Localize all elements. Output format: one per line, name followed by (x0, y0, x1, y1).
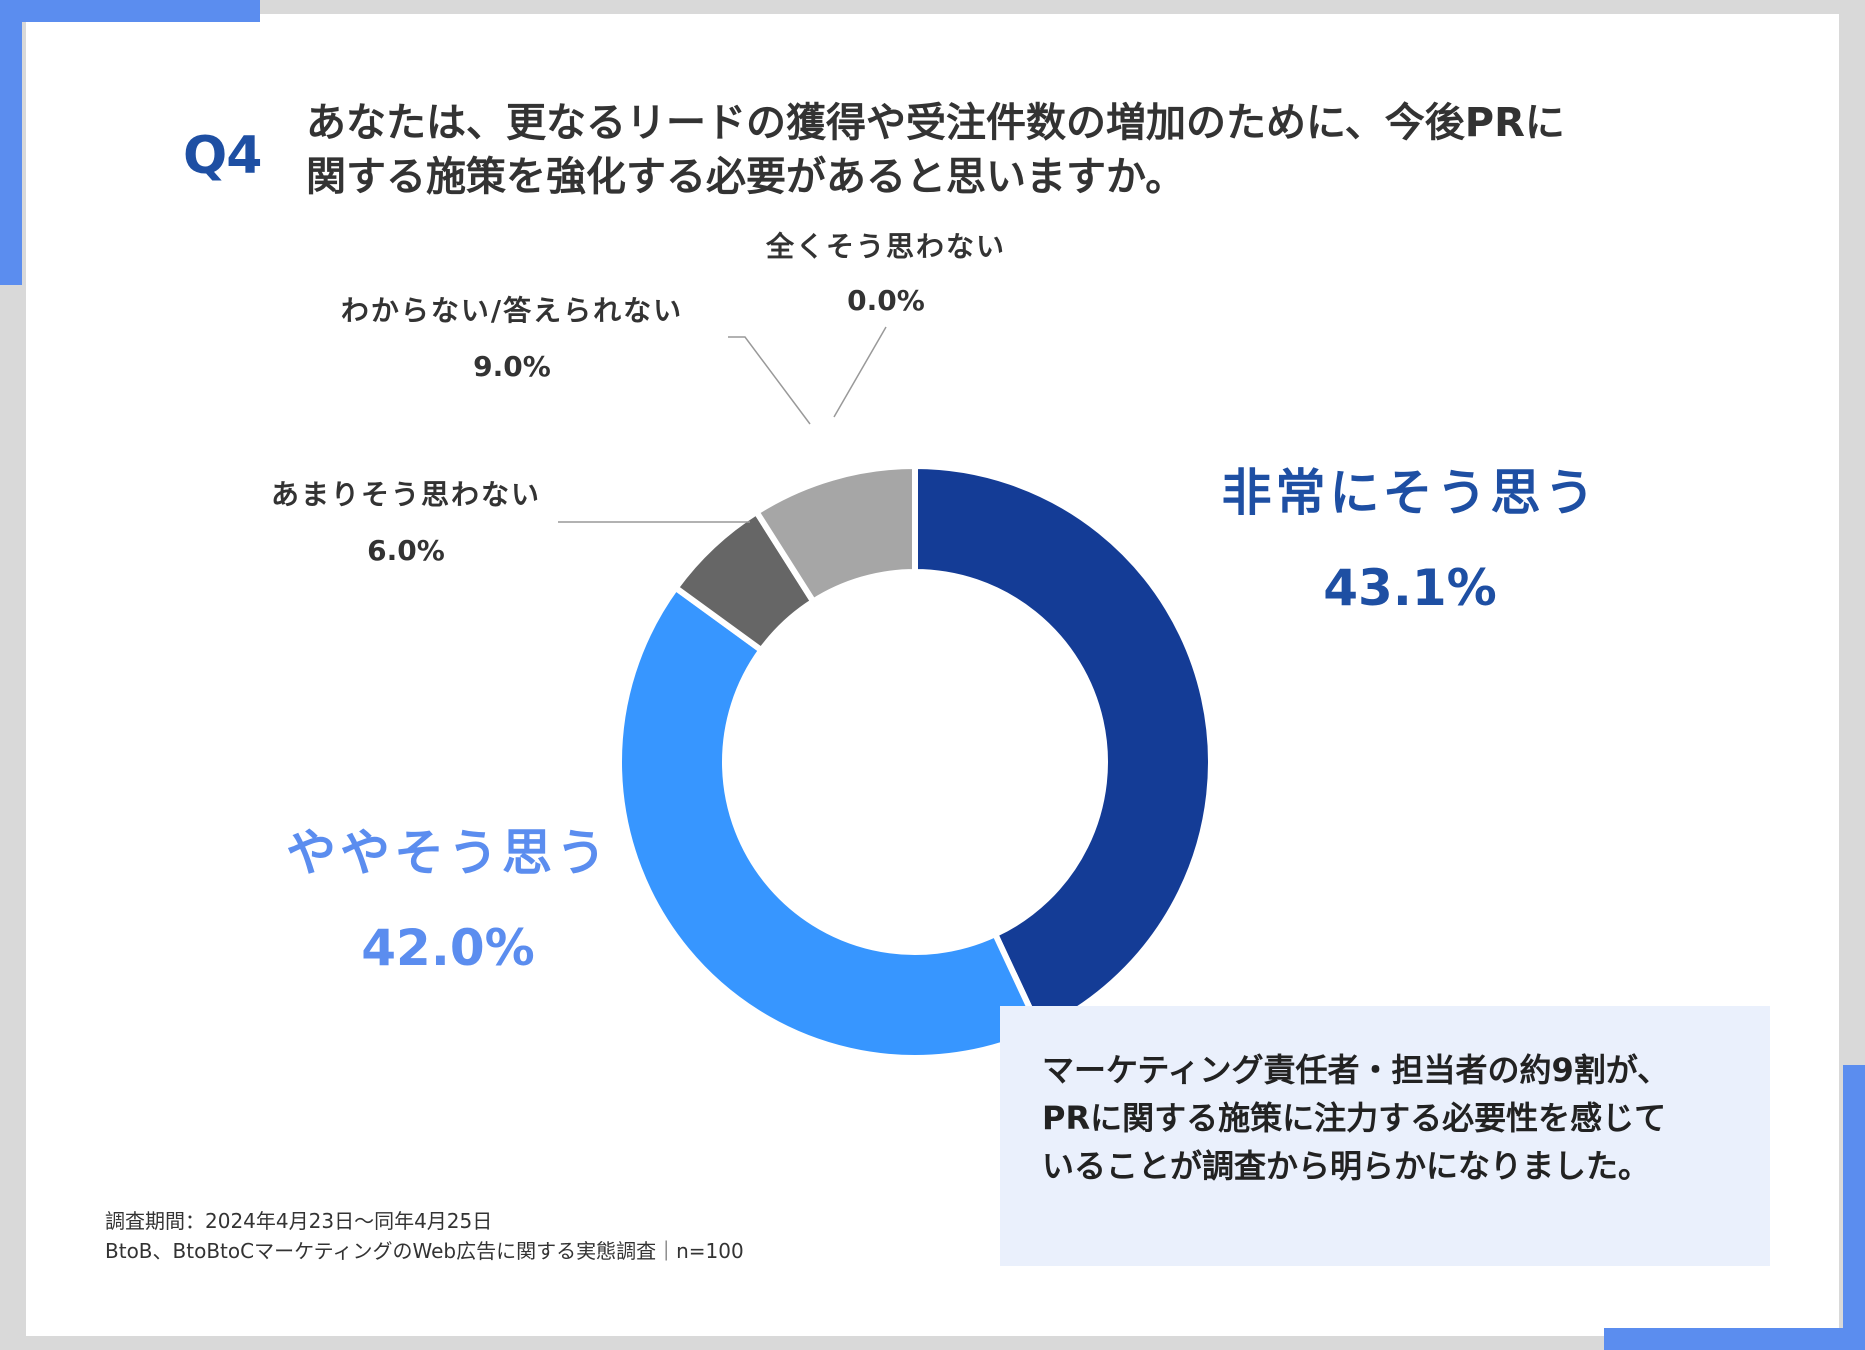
leader-lines (558, 326, 887, 523)
summary-line-1: マーケティング責任者・担当者の約9割が、 (1042, 1051, 1670, 1089)
leader-line-unknown (728, 336, 811, 425)
value-strongly-agree: 43.1% (1323, 559, 1496, 617)
label-strongly-disagree: 全くそう思わない (765, 230, 1006, 263)
slice-somewhat-agree (616, 583, 1045, 1061)
footnote: 調査期間：2024年4月23日～同年4月25日 BtoB、BtoBtoCマーケテ… (105, 1206, 744, 1266)
value-unknown: 9.0% (473, 350, 551, 383)
corner-accent-bottom-right-vertical (1843, 1065, 1865, 1350)
label-somewhat-agree: ややそう思う (286, 824, 610, 882)
slice-unknown (752, 462, 918, 606)
survey-period: 調査期間：2024年4月23日～同年4月25日 (105, 1209, 493, 1233)
chart-slices (616, 462, 1214, 1061)
summary-line-3: いることが調査から明らかになりました。 (1042, 1147, 1651, 1185)
leader-line-none (833, 326, 887, 418)
summary-line-2: PRに関する施策に注力する必要性を感じて (1042, 1099, 1667, 1137)
survey-description: BtoB、BtoBtoCマーケティングのWeb広告に関する実態調査｜n=100 (105, 1239, 744, 1263)
value-strongly-disagree: 0.0% (847, 284, 925, 317)
slice-strongly-agree (912, 462, 1214, 1035)
label-rarely-agree: あまりそう思わない (271, 478, 541, 511)
question-number: Q4 (183, 126, 262, 186)
summary-box: マーケティング責任者・担当者の約9割が、 PRに関する施策に注力する必要性を感じ… (1000, 1006, 1770, 1266)
corner-accent-bottom-right (1604, 1328, 1865, 1350)
value-somewhat-agree: 42.0% (361, 919, 534, 977)
question-line-1: あなたは、更なるリードの獲得や受注件数の増加のために、今後PRに (306, 100, 1565, 146)
value-rarely-agree: 6.0% (367, 534, 445, 567)
question-text: あなたは、更なるリードの獲得や受注件数の増加のために、今後PRに 関する施策を強… (306, 96, 1766, 204)
slice-labels: 非常にそう思う 43.1% ややそう思う 42.0% あまりそう思わない 6.0… (271, 230, 1599, 977)
corner-accent-top-left-vertical (0, 0, 22, 285)
label-strongly-agree: 非常にそう思う (1222, 464, 1599, 522)
corner-accent-top-left (0, 0, 260, 22)
label-unknown: わからない/答えられない (341, 294, 683, 327)
summary-text: マーケティング責任者・担当者の約9割が、 PRに関する施策に注力する必要性を感じ… (1042, 1046, 1742, 1190)
question-line-2: 関する施策を強化する必要があると思いますか。 (306, 154, 1186, 200)
